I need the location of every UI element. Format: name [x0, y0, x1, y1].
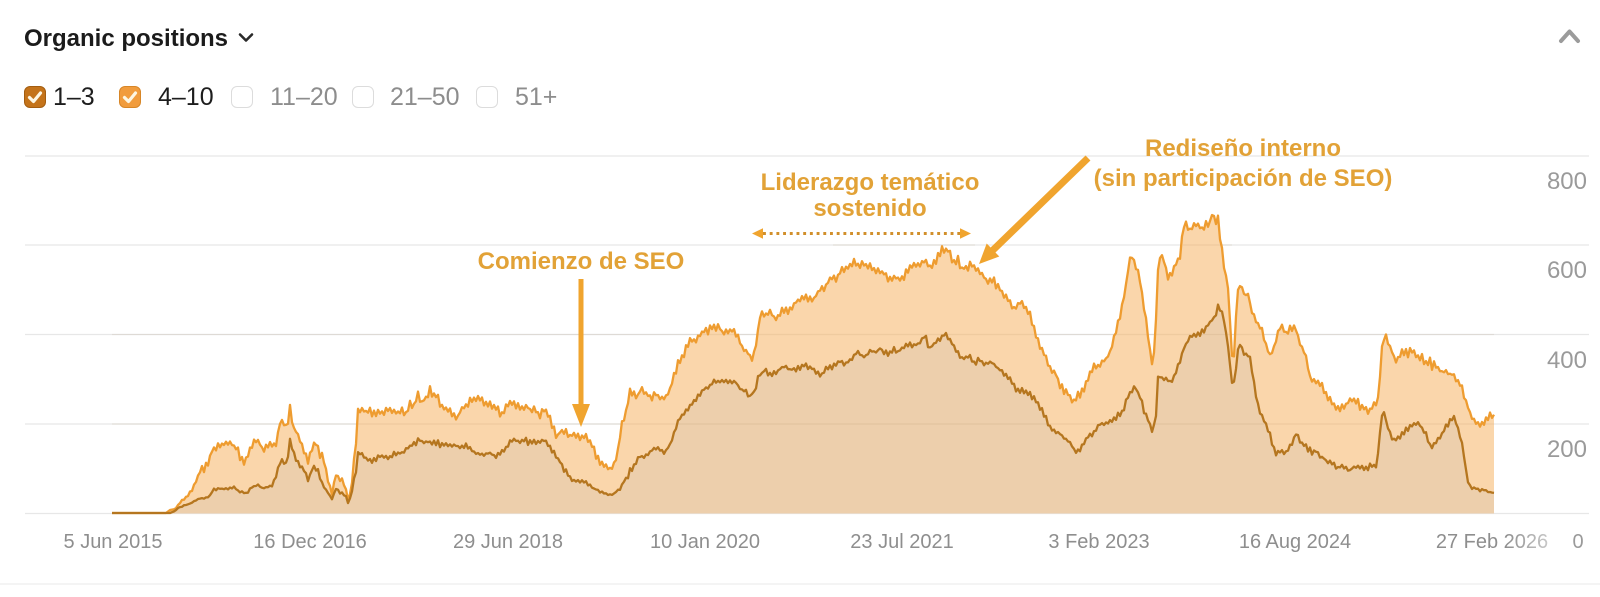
svg-text:Rediseño interno: Rediseño interno	[1145, 135, 1341, 162]
svg-text:Liderazgo temático: Liderazgo temático	[761, 169, 980, 196]
svg-text:sostenido: sostenido	[813, 195, 926, 222]
svg-text:Comienzo de SEO: Comienzo de SEO	[478, 248, 685, 275]
svg-text:(sin participación de SEO): (sin participación de SEO)	[1094, 165, 1393, 192]
